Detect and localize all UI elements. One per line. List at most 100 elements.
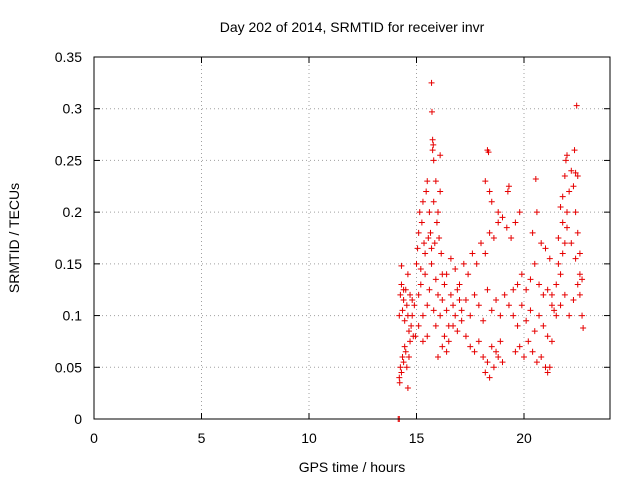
- data-point: [570, 297, 577, 304]
- data-point: [445, 338, 452, 345]
- data-point: [579, 312, 586, 319]
- data-point: [555, 235, 562, 241]
- data-point: [551, 307, 558, 314]
- data-point: [538, 240, 545, 247]
- y-tick-label: 0: [74, 411, 82, 427]
- data-point: [495, 219, 502, 226]
- data-point: [435, 353, 441, 360]
- data-point: [423, 188, 430, 195]
- x-tick-label: 20: [516, 430, 532, 446]
- data-point: [417, 266, 424, 273]
- data-point: [465, 271, 472, 278]
- data-point: [426, 209, 433, 216]
- data-point: [424, 178, 431, 185]
- data-point: [405, 353, 412, 360]
- data-point: [529, 348, 536, 355]
- data-point: [437, 152, 444, 159]
- data-point: [564, 224, 570, 231]
- data-point: [512, 348, 519, 355]
- data-point: [564, 152, 570, 159]
- data-point: [557, 302, 564, 309]
- data-point: [456, 297, 463, 304]
- data-point: [495, 353, 502, 360]
- data-point: [501, 291, 508, 298]
- data-point: [488, 307, 495, 314]
- y-tick-label: 0.25: [55, 152, 82, 168]
- data-point: [408, 322, 415, 329]
- data-point: [508, 235, 515, 241]
- data-point: [414, 245, 421, 252]
- data-point: [482, 250, 489, 257]
- x-tick-label: 15: [409, 430, 425, 446]
- data-point: [531, 328, 538, 335]
- data-point: [443, 348, 450, 355]
- data-point: [525, 338, 532, 345]
- data-point: [447, 255, 454, 262]
- data-point: [398, 262, 405, 269]
- data-point: [478, 240, 484, 247]
- data-point: [471, 291, 478, 298]
- data-point: [460, 260, 467, 267]
- data-point: [441, 333, 448, 340]
- data-point: [544, 286, 551, 293]
- data-point: [486, 229, 493, 236]
- data-point: [417, 281, 424, 288]
- data-point: [576, 271, 583, 278]
- data-point: [462, 297, 469, 304]
- data-point: [428, 260, 435, 267]
- y-tick-label: 0.35: [55, 49, 82, 65]
- data-point: [544, 333, 551, 340]
- data-point: [473, 260, 480, 267]
- data-point: [398, 281, 405, 288]
- data-point: [555, 260, 562, 267]
- data-point: [574, 229, 581, 236]
- data-point: [572, 209, 579, 216]
- data-point: [514, 281, 521, 288]
- data-point: [404, 384, 411, 391]
- data-points: [395, 79, 587, 422]
- y-axis-title: SRMTID / TECUs: [6, 183, 22, 293]
- data-point: [482, 369, 489, 376]
- data-point: [571, 147, 578, 154]
- data-point: [532, 176, 539, 183]
- data-point: [573, 102, 580, 109]
- data-point: [561, 172, 568, 179]
- data-point: [490, 235, 497, 241]
- data-point: [419, 312, 426, 319]
- data-point: [503, 224, 510, 231]
- data-point: [437, 312, 444, 319]
- data-point: [439, 297, 446, 304]
- data-point: [562, 157, 569, 164]
- data-point: [415, 229, 422, 236]
- data-point: [430, 198, 437, 205]
- data-point: [441, 281, 448, 288]
- data-point: [488, 198, 495, 205]
- data-point: [553, 312, 560, 319]
- x-axis-title: GPS time / hours: [299, 459, 406, 475]
- data-point: [436, 235, 443, 241]
- data-point: [579, 276, 586, 283]
- data-point: [407, 291, 414, 298]
- data-point: [564, 209, 570, 216]
- data-point: [553, 281, 560, 288]
- y-tick-label: 0.2: [63, 204, 83, 220]
- data-point: [413, 260, 420, 267]
- data-point: [576, 250, 583, 257]
- data-point: [516, 343, 523, 350]
- data-point: [480, 317, 487, 324]
- data-point: [421, 240, 428, 247]
- data-point: [504, 188, 511, 195]
- data-point: [475, 302, 482, 309]
- data-point: [399, 307, 406, 314]
- data-point: [402, 348, 409, 355]
- data-point: [531, 260, 538, 267]
- data-point: [452, 312, 459, 319]
- data-point: [424, 333, 431, 340]
- data-point: [438, 250, 445, 257]
- data-point: [437, 188, 444, 195]
- data-point: [404, 271, 411, 278]
- data-point: [439, 343, 446, 350]
- data-point: [557, 203, 564, 210]
- data-point: [536, 312, 543, 319]
